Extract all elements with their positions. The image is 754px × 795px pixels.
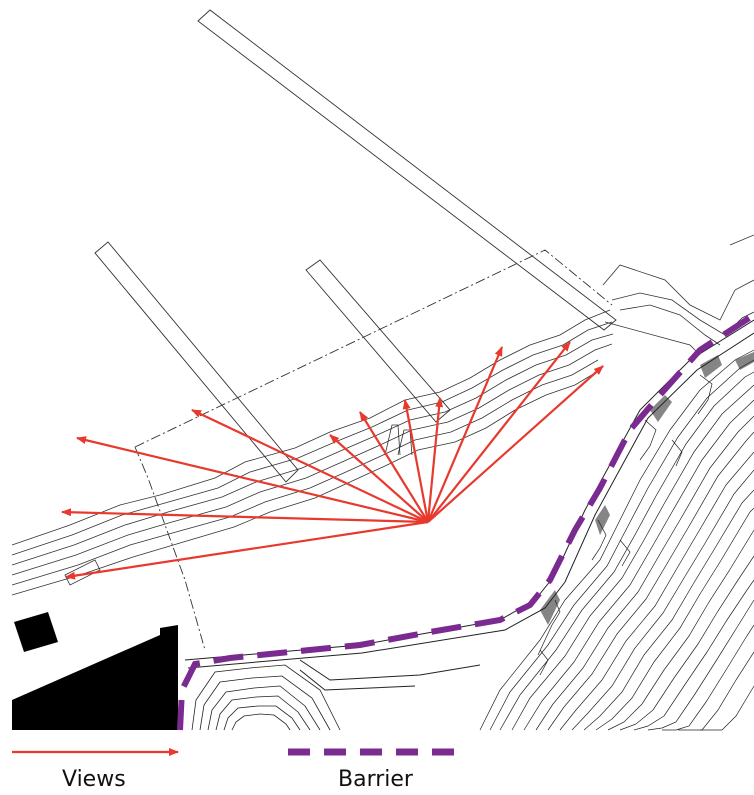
water-boundary xyxy=(134,249,613,651)
view-arrow xyxy=(402,399,430,523)
legend-views-label: Views xyxy=(62,767,126,792)
view-arrow xyxy=(191,409,429,523)
upper-right-terrain xyxy=(602,234,754,356)
shore-contours-left xyxy=(11,309,614,596)
cliff-shading xyxy=(540,352,754,625)
middle-pier xyxy=(305,259,451,423)
lower-contours xyxy=(191,664,341,731)
legend-barrier-label: Barrier xyxy=(338,767,413,792)
view-arrow xyxy=(427,341,571,523)
view-arrow xyxy=(426,397,444,523)
piers xyxy=(94,9,617,483)
long-pier xyxy=(197,9,617,331)
view-arrow xyxy=(427,365,604,523)
road-edges xyxy=(184,319,754,691)
view-arrow xyxy=(426,346,504,523)
view-arrow xyxy=(359,411,429,523)
view-arrow xyxy=(65,520,429,580)
view-arrows xyxy=(61,341,604,580)
buildings xyxy=(12,612,178,730)
barrier-line xyxy=(177,312,754,731)
large-building xyxy=(12,625,178,730)
view-arrow xyxy=(61,508,429,524)
view-arrow xyxy=(76,436,429,524)
view-arrow xyxy=(329,434,429,523)
cliff-hatching xyxy=(479,349,754,731)
small-building xyxy=(14,612,58,652)
left-pier xyxy=(94,241,299,483)
